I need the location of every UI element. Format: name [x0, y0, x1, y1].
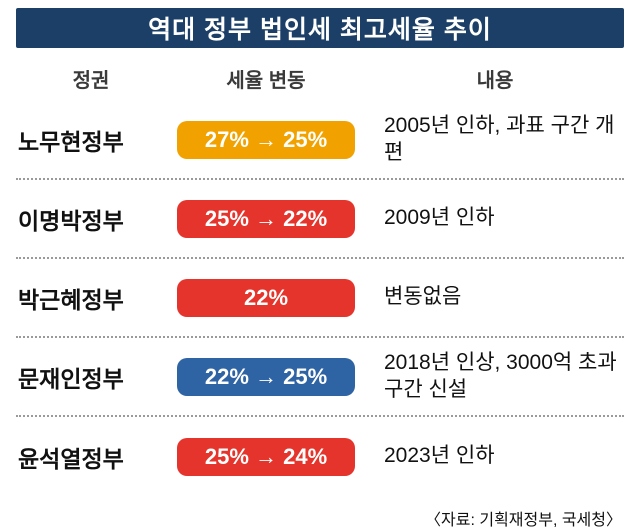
rate-change-badge: 27% → 25% — [177, 120, 355, 159]
table-row: 노무현정부 27% → 25% 2005년 인하, 과표 구간 개편 — [16, 101, 624, 180]
header-rate-change: 세율 변동 — [226, 70, 306, 92]
rate-badge-cell: 27% → 25% — [166, 120, 366, 159]
rate-badge-cell: 22% — [166, 278, 366, 317]
government-name: 박근혜정부 — [18, 286, 124, 313]
rate-change-badge: 25% → 22% — [177, 199, 355, 238]
table-header: 정권 세율 변동 내용 — [16, 48, 624, 101]
government-name: 이명박정부 — [18, 207, 124, 234]
table-row: 윤석열정부 25% → 24% 2023년 인하 — [16, 417, 624, 496]
rate-change-badge: 22% — [177, 278, 355, 317]
table-row: 문재인정부 22% → 25% 2018년 인상, 3000억 초과 구간 신설 — [16, 338, 624, 417]
row-details: 2023년 인하 — [384, 444, 495, 468]
rate-badge-cell: 25% → 22% — [166, 199, 366, 238]
source-credit: 〈자료: 기획재정부, 국세청〉 — [425, 512, 622, 527]
rate-badge-cell: 25% → 24% — [166, 437, 366, 476]
rate-badge-cell: 22% → 25% — [166, 357, 366, 396]
government-name: 노무현정부 — [18, 128, 124, 155]
row-details: 2005년 인하, 과표 구간 개편 — [384, 114, 615, 164]
row-details: 변동없음 — [384, 285, 462, 309]
government-name: 문재인정부 — [18, 365, 124, 392]
header-government: 정권 — [72, 70, 110, 92]
rate-change-badge: 22% → 25% — [177, 357, 355, 396]
rate-change-badge: 25% → 24% — [177, 437, 355, 476]
table-row: 이명박정부 25% → 22% 2009년 인하 — [16, 180, 624, 259]
table-body: 노무현정부 27% → 25% 2005년 인하, 과표 구간 개편 이명박정부… — [16, 101, 624, 496]
row-details: 2018년 인상, 3000억 초과 구간 신설 — [384, 351, 617, 401]
table-row: 박근혜정부 22% 변동없음 — [16, 259, 624, 338]
row-details: 2009년 인하 — [384, 206, 495, 230]
government-name: 윤석열정부 — [18, 445, 124, 472]
header-details: 내용 — [476, 70, 514, 92]
page-title: 역대 정부 법인세 최고세율 추이 — [16, 8, 624, 48]
